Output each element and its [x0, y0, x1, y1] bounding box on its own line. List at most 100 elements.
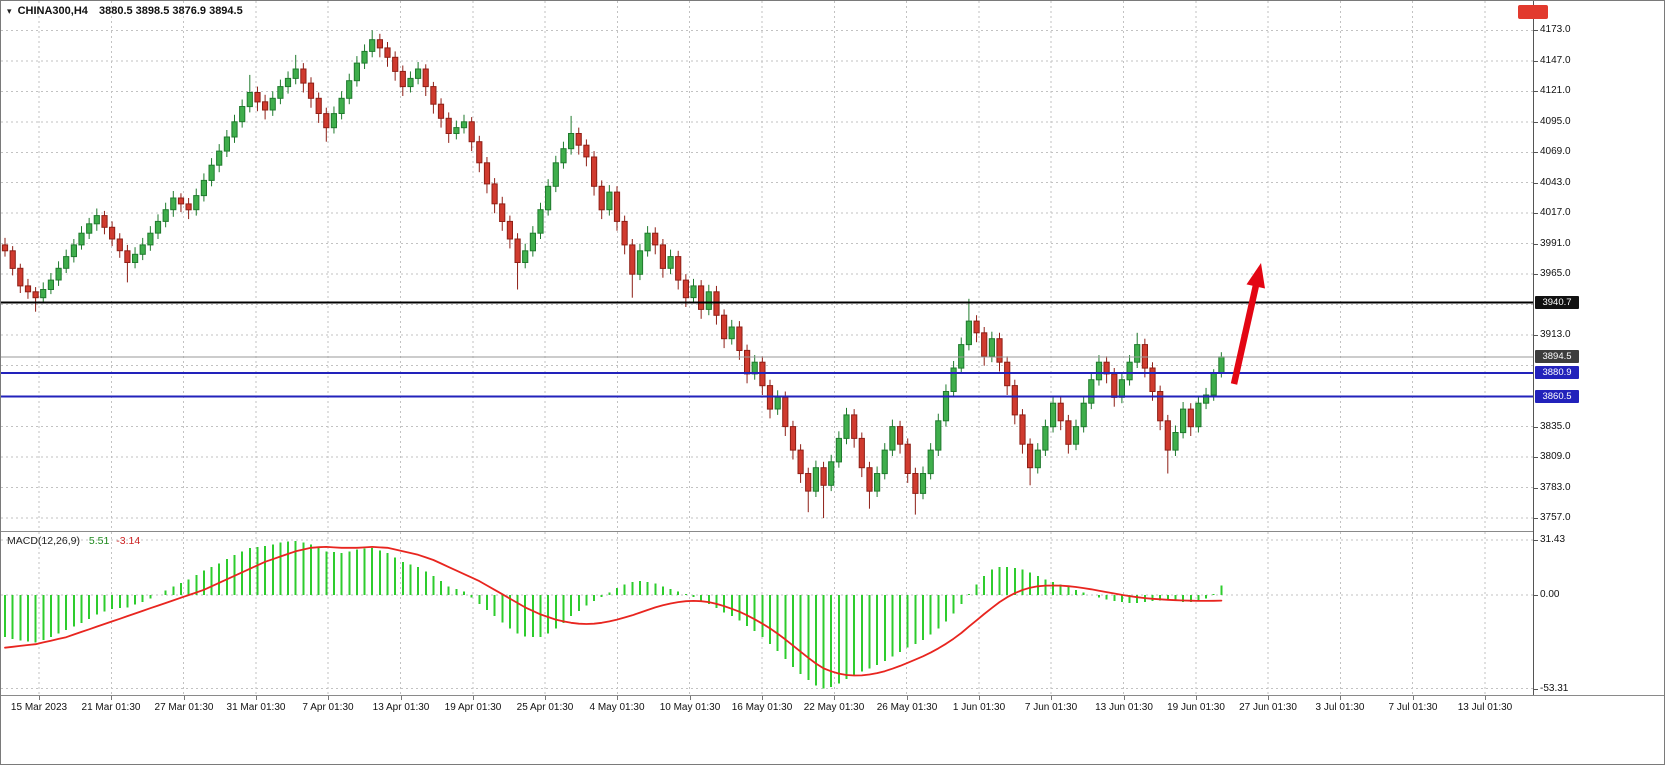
time-axis-tick	[473, 696, 474, 700]
price-axis-label: 4121.0	[1540, 85, 1571, 96]
time-axis-label: 4 May 01:30	[589, 702, 645, 713]
price-axis-tick	[1534, 274, 1538, 275]
price-axis-label: 3913.0	[1540, 329, 1571, 340]
price-axis-label: 4147.0	[1540, 55, 1571, 66]
time-axis-label: 19 Apr 01:30	[444, 702, 502, 713]
price-axis-tick	[1534, 488, 1538, 489]
macd-histogram-layer	[4, 540, 1223, 689]
time-axis-tick	[111, 696, 112, 700]
price-axis-tick	[1534, 122, 1538, 123]
time-axis-tick	[401, 696, 402, 700]
time-axis-label: 27 Mar 01:30	[154, 702, 214, 713]
price-axis-label: 3809.0	[1540, 451, 1571, 462]
price-axis-tick	[1534, 427, 1538, 428]
price-axis-label: 3783.0	[1540, 482, 1571, 493]
axis-divider	[1, 695, 1664, 696]
price-axis-tick	[1534, 457, 1538, 458]
time-axis-tick	[617, 696, 618, 700]
price-level-badge: 3880.9	[1535, 366, 1579, 379]
price-axis-label: 3835.0	[1540, 421, 1571, 432]
time-axis-tick	[1413, 696, 1414, 700]
time-axis-tick	[979, 696, 980, 700]
time-axis-tick	[1196, 696, 1197, 700]
macd-grid-layer	[1, 532, 1533, 695]
price-level-badge: 3860.5	[1535, 390, 1579, 403]
time-axis-label: 21 Mar 01:30	[81, 702, 141, 713]
price-axis-tick	[1534, 244, 1538, 245]
time-axis-label: 16 May 01:30	[731, 702, 793, 713]
macd-axis-label: -53.31	[1540, 683, 1569, 694]
macd-signal-line	[4, 545, 1223, 677]
price-axis-label: 4043.0	[1540, 177, 1571, 188]
macd-main-value: 5.51	[88, 535, 110, 547]
time-axis-tick	[1340, 696, 1341, 700]
macd-signal-value: -3.14	[116, 535, 141, 547]
panel-divider[interactable]	[1, 531, 1664, 532]
candles-layer	[1, 30, 1225, 519]
price-level-badge: 3940.7	[1535, 296, 1579, 309]
time-axis-label: 27 Jun 01:30	[1239, 702, 1297, 713]
time-axis-tick	[1485, 696, 1486, 700]
price-axis-tick	[1534, 213, 1538, 214]
broker-marker-badge	[1518, 5, 1548, 19]
time-axis-tick	[184, 696, 185, 700]
price-axis-tick	[1534, 518, 1538, 519]
time-axis-label: 25 Apr 01:30	[516, 702, 574, 713]
trend-arrow	[1230, 263, 1265, 385]
time-axis-label: 19 Jun 01:30	[1167, 702, 1225, 713]
price-axis-tick	[1534, 335, 1538, 336]
time-axis-label: 7 Jun 01:30	[1024, 702, 1078, 713]
time-axis-tick	[907, 696, 908, 700]
time-axis-tick	[1268, 696, 1269, 700]
price-axis[interactable]: 4173.0 4147.0 4121.0 4095.0 4069.0 4043.0 4017…	[1533, 1, 1664, 695]
price-axis-label: 4069.0	[1540, 146, 1571, 157]
macd-header: MACD(12,26,9) 5.51 -3.14	[7, 535, 140, 547]
time-axis-label: 7 Jul 01:30	[1388, 702, 1438, 713]
time-axis-label: 31 Mar 01:30	[226, 702, 286, 713]
ohlc-values: 3880.5 3898.5 3876.9 3894.5	[98, 5, 243, 17]
grid-layer	[1, 1, 1533, 531]
price-axis-tick	[1534, 30, 1538, 31]
time-axis-tick	[39, 696, 40, 700]
time-axis-tick	[328, 696, 329, 700]
time-axis-tick	[834, 696, 835, 700]
price-axis-label: 4173.0	[1540, 24, 1571, 35]
price-axis-tick	[1534, 152, 1538, 153]
chart-header: ▾ CHINA300,H4 3880.5 3898.5 3876.9 3894.…	[7, 5, 243, 17]
hlines-layer	[1, 301, 1533, 398]
time-axis-label: 7 Apr 01:30	[302, 702, 354, 713]
time-axis-tick	[1051, 696, 1052, 700]
main-chart-panel[interactable]: ▾ CHINA300,H4 3880.5 3898.5 3876.9 3894.…	[1, 1, 1533, 531]
price-axis-label: 4095.0	[1540, 116, 1571, 127]
time-axis-label: 26 May 01:30	[876, 702, 938, 713]
time-axis-tick	[690, 696, 691, 700]
macd-chart[interactable]	[1, 532, 1533, 695]
price-axis-label: 3757.0	[1540, 512, 1571, 523]
price-axis-label: 3965.0	[1540, 268, 1571, 279]
macd-axis-tick	[1534, 540, 1538, 541]
macd-axis-label: 31.43	[1540, 534, 1566, 545]
time-axis-tick	[545, 696, 546, 700]
time-axis-label: 15 Mar 2023	[10, 702, 68, 713]
macd-axis-tick	[1534, 689, 1538, 690]
price-axis-label: 3991.0	[1540, 238, 1571, 249]
symbol-dropdown-icon[interactable]: ▾	[7, 6, 12, 16]
time-axis[interactable]: 15 Mar 2023 21 Mar 01:30 27 Mar 01:30 31 Ma…	[1, 696, 1664, 764]
time-axis-tick	[1124, 696, 1125, 700]
macd-axis-tick	[1534, 595, 1538, 596]
time-axis-label: 10 May 01:30	[659, 702, 721, 713]
time-axis-label: 22 May 01:30	[803, 702, 865, 713]
time-axis-label: 13 Apr 01:30	[372, 702, 430, 713]
time-axis-tick	[256, 696, 257, 700]
time-axis-label: 13 Jul 01:30	[1457, 702, 1513, 713]
candlestick-chart[interactable]	[1, 1, 1533, 531]
symbol-period-label: CHINA300,H4	[17, 5, 88, 17]
time-axis-label: 1 Jun 01:30	[952, 702, 1006, 713]
price-axis-tick	[1534, 61, 1538, 62]
macd-panel[interactable]: MACD(12,26,9) 5.51 -3.14	[1, 532, 1533, 695]
price-level-badge: 3894.5	[1535, 350, 1579, 363]
price-axis-tick	[1534, 183, 1538, 184]
time-axis-label: 3 Jul 01:30	[1315, 702, 1365, 713]
price-axis-label: 4017.0	[1540, 207, 1571, 218]
